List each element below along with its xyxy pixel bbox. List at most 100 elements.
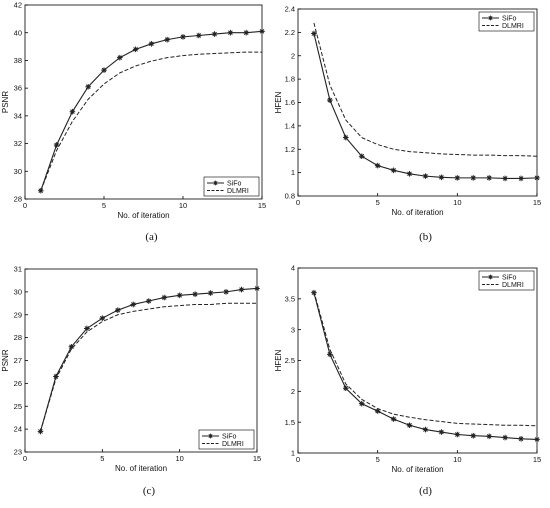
data-point <box>358 153 365 160</box>
y-axis-label: HFEN <box>274 349 283 371</box>
legend-label-dlmri: DLMRI <box>502 282 524 289</box>
y-tick-label: 32 <box>14 139 22 148</box>
y-tick-label: 1 <box>291 168 295 177</box>
legend-label-dlmri: DLMRI <box>502 23 524 30</box>
data-point <box>207 290 214 296</box>
data-point <box>69 108 76 115</box>
panel-caption: (b) <box>419 231 432 243</box>
data-point <box>130 301 137 308</box>
data-point <box>390 416 397 422</box>
data-point <box>164 36 170 43</box>
data-point <box>502 434 508 441</box>
data-point <box>259 28 265 35</box>
data-point <box>145 298 152 304</box>
y-tick-label: 24 <box>14 425 22 434</box>
data-point <box>518 175 524 182</box>
x-tick-label: 5 <box>376 198 380 207</box>
y-axis-label: HFEN <box>274 91 283 113</box>
x-tick-label: 0 <box>23 201 27 210</box>
y-tick-label: 1 <box>291 449 295 458</box>
data-point <box>68 343 75 350</box>
data-point <box>343 385 349 392</box>
legend-marker <box>488 15 493 21</box>
y-tick-label: 29 <box>14 310 22 319</box>
plot-frame <box>297 8 538 197</box>
chart-panel-3: 0 5 10 15 23 24 25 26 27 28 29 30 31 No. of iteration… <box>1 265 261 497</box>
data-point <box>390 167 397 174</box>
legend-label-sifo: SiFo <box>222 433 237 440</box>
x-tick-label: 5 <box>102 201 106 210</box>
y-tick-label: 42 <box>14 1 22 10</box>
data-point <box>53 142 60 148</box>
legend-label-sifo: SiFo <box>227 180 242 187</box>
x-tick-label: 15 <box>533 198 541 207</box>
legend-marker <box>488 274 493 280</box>
legend-box <box>478 11 535 32</box>
data-point <box>438 174 445 181</box>
series-line-sifo <box>313 33 538 180</box>
legend-label-dlmri: DLMRI <box>222 441 244 448</box>
panel-caption: (a) <box>145 231 158 243</box>
data-point <box>534 175 540 181</box>
x-tick-label: 10 <box>453 455 461 464</box>
data-point <box>115 307 121 313</box>
x-tick-label: 0 <box>296 455 300 464</box>
legend-marker <box>208 433 213 439</box>
data-point <box>374 408 381 414</box>
y-tick-label: 2.4 <box>285 5 295 14</box>
x-tick-label: 5 <box>100 454 104 463</box>
y-tick-label: 28 <box>14 333 22 342</box>
data-point <box>454 431 461 438</box>
plot-frame <box>24 4 263 200</box>
data-point <box>518 436 524 442</box>
data-point <box>343 134 349 141</box>
data-point <box>358 400 365 407</box>
y-tick-label: 2.5 <box>285 356 295 365</box>
data-point <box>502 175 508 182</box>
data-point <box>243 29 249 36</box>
data-point <box>117 54 123 61</box>
x-axis-label: No. of iteration <box>391 208 443 217</box>
data-point <box>486 175 492 181</box>
y-tick-label: 2 <box>291 387 295 396</box>
data-point <box>223 289 229 295</box>
x-tick-label: 10 <box>175 454 183 463</box>
y-tick-label: 38 <box>14 56 22 65</box>
data-point <box>148 41 155 47</box>
chart-panel-2: 0 5 10 15 0.8 1 1.2 1.4 1.6 1.8 2 2.2 2.4 No. of iter… <box>274 5 541 243</box>
data-point <box>311 30 317 37</box>
x-tick-label: 10 <box>453 198 461 207</box>
data-point <box>406 422 413 429</box>
series-line-dlmri <box>39 302 257 432</box>
y-tick-label: 2.2 <box>285 28 295 37</box>
x-tick-label: 0 <box>23 454 27 463</box>
data-point <box>327 97 333 103</box>
data-point <box>422 426 429 433</box>
data-point <box>374 162 381 169</box>
series-line-sifo <box>313 292 538 440</box>
x-tick-label: 15 <box>533 455 541 464</box>
data-point <box>132 46 139 53</box>
y-tick-label: 2 <box>291 51 295 60</box>
y-tick-label: 26 <box>14 379 22 388</box>
panel-caption: (c) <box>143 485 156 497</box>
y-tick-label: 1.4 <box>285 121 295 130</box>
y-tick-label: 1.5 <box>285 418 295 427</box>
x-tick-label: 5 <box>376 455 380 464</box>
data-point <box>85 83 91 90</box>
data-point <box>101 67 107 73</box>
y-tick-label: 4 <box>291 264 295 273</box>
legend-marker <box>213 180 218 186</box>
y-tick-label: 3 <box>291 325 295 334</box>
data-point <box>192 291 198 297</box>
y-tick-label: 0.8 <box>285 192 295 201</box>
y-axis-label: PSNR <box>1 349 10 371</box>
chart-panel-1: 0 5 10 15 28 30 32 34 36 38 40 42 No. of iteration PS… <box>1 1 266 243</box>
x-axis-label: No. of iteration <box>391 465 443 474</box>
legend-label-dlmri: DLMRI <box>227 188 249 195</box>
y-tick-label: 30 <box>14 167 22 176</box>
series-line-sifo <box>40 30 263 191</box>
legend-box <box>198 429 255 450</box>
